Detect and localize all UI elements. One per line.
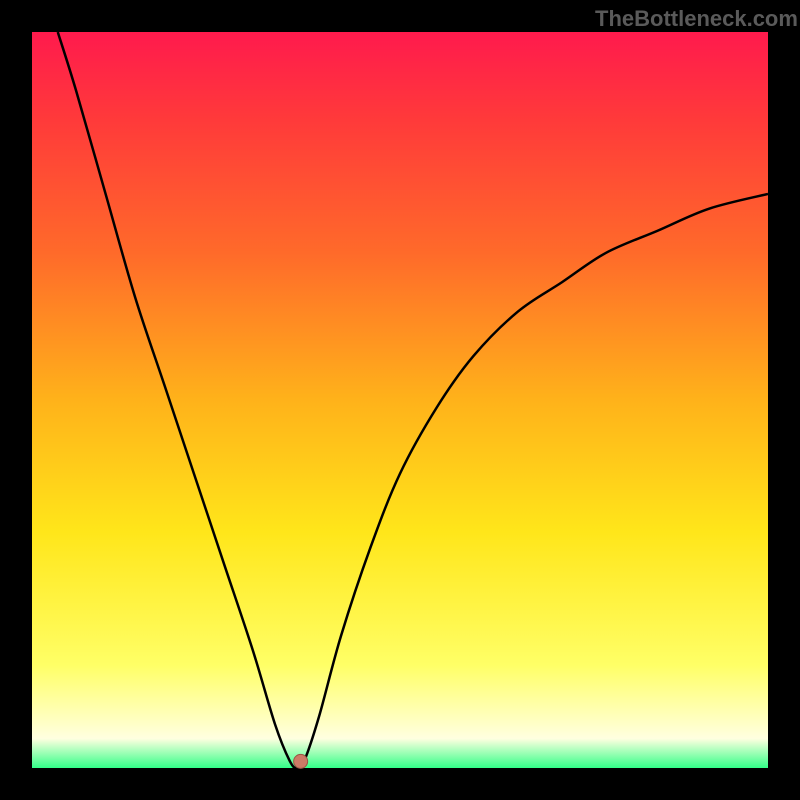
bottleneck-curve bbox=[58, 32, 768, 768]
curve-layer bbox=[0, 0, 800, 800]
watermark-text: TheBottleneck.com bbox=[595, 6, 798, 32]
minimum-marker bbox=[294, 754, 308, 768]
chart-frame: TheBottleneck.com bbox=[0, 0, 800, 800]
